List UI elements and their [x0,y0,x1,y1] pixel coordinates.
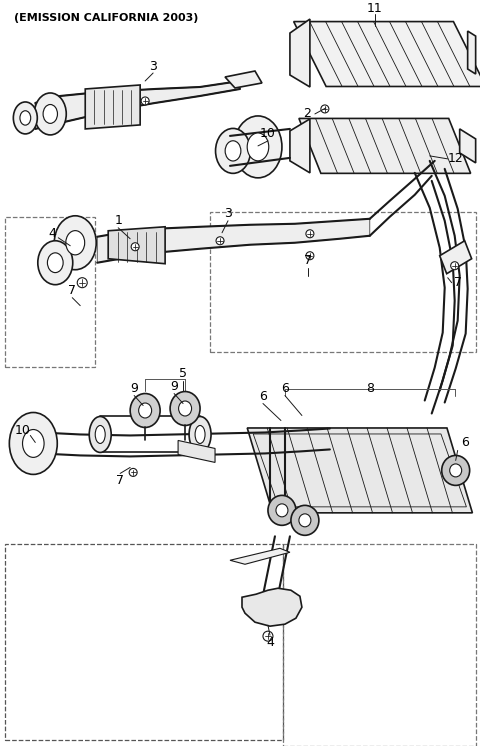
Circle shape [306,230,314,238]
Ellipse shape [43,104,58,123]
Text: 9: 9 [130,382,138,395]
Circle shape [306,251,314,260]
Bar [5,545,283,740]
Ellipse shape [234,116,282,178]
Polygon shape [460,129,476,163]
Ellipse shape [89,416,111,452]
Ellipse shape [170,392,200,425]
Text: 3: 3 [149,60,157,72]
Text: 5: 5 [179,367,187,380]
Circle shape [129,468,137,477]
Ellipse shape [291,505,319,536]
Text: 11: 11 [367,1,383,15]
Text: 12: 12 [448,152,464,166]
Ellipse shape [216,128,251,173]
Polygon shape [294,22,480,87]
Ellipse shape [95,425,105,443]
Polygon shape [108,227,165,264]
Polygon shape [97,219,370,263]
Ellipse shape [179,401,192,416]
Ellipse shape [9,413,57,474]
Polygon shape [299,119,471,173]
Circle shape [131,242,139,251]
Text: 7: 7 [68,284,76,297]
Text: 3: 3 [224,207,232,220]
Text: 10: 10 [14,424,30,437]
Text: 10: 10 [260,128,276,140]
Ellipse shape [20,110,31,125]
Ellipse shape [130,394,160,427]
Text: (EMISSION CALIFORNIA 2003): (EMISSION CALIFORNIA 2003) [14,13,199,23]
Ellipse shape [139,403,152,418]
Text: 6: 6 [461,436,468,449]
Ellipse shape [299,514,311,527]
Text: 7: 7 [116,474,124,487]
Circle shape [77,278,87,288]
Ellipse shape [54,216,96,270]
Text: 6: 6 [281,382,289,395]
Polygon shape [290,119,310,173]
Circle shape [216,236,224,245]
Ellipse shape [23,430,44,457]
Text: 7: 7 [454,276,462,289]
Ellipse shape [189,416,211,452]
Text: 8: 8 [366,382,374,395]
Text: 4: 4 [266,636,274,649]
Polygon shape [85,85,140,129]
Bar [283,545,476,746]
Bar [210,212,476,351]
Text: 4: 4 [48,228,56,240]
Polygon shape [242,589,302,626]
Ellipse shape [66,231,84,255]
Ellipse shape [276,504,288,517]
Polygon shape [225,71,262,88]
Ellipse shape [13,102,37,134]
Ellipse shape [268,495,296,525]
Text: 2: 2 [303,107,311,120]
Polygon shape [247,428,472,513]
Circle shape [321,105,329,113]
Ellipse shape [195,425,205,443]
Polygon shape [440,241,472,274]
Ellipse shape [450,464,462,477]
Ellipse shape [48,253,63,272]
Polygon shape [468,31,476,74]
Polygon shape [290,19,310,87]
Text: 9: 9 [170,380,178,393]
Text: 1: 1 [114,214,122,228]
Ellipse shape [38,241,73,285]
Ellipse shape [247,133,269,161]
Circle shape [141,97,149,105]
Text: 6: 6 [259,390,267,403]
Ellipse shape [225,141,241,161]
Polygon shape [36,81,240,129]
Circle shape [451,262,459,270]
Text: 7: 7 [304,254,312,267]
Polygon shape [230,548,290,564]
Ellipse shape [442,455,469,486]
Ellipse shape [34,93,66,135]
Polygon shape [178,440,215,463]
Circle shape [263,631,273,641]
Bar [5,217,95,366]
